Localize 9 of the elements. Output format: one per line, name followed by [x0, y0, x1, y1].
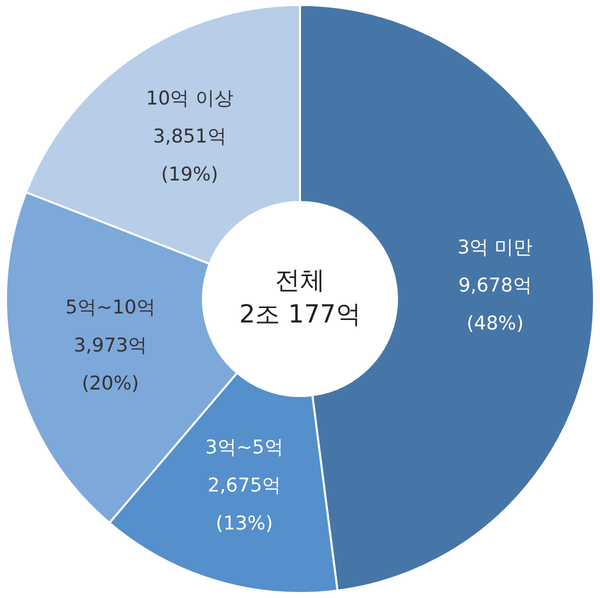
data-label: 2,675억 (13%): [208, 474, 282, 534]
slice-label: 10억 이상: [146, 88, 234, 110]
text: 전체 2조 177억: [239, 266, 361, 328]
data-label: 3,851억 (19%): [152, 126, 226, 186]
data-label: 3,973억 (20%): [74, 334, 148, 395]
data-label: 9,678억 (48%): [458, 274, 532, 334]
slice-label: 3억 미만: [458, 236, 533, 258]
slice-label: 5억~10억: [65, 296, 156, 319]
slice-label: 3억~5억: [205, 436, 284, 458]
